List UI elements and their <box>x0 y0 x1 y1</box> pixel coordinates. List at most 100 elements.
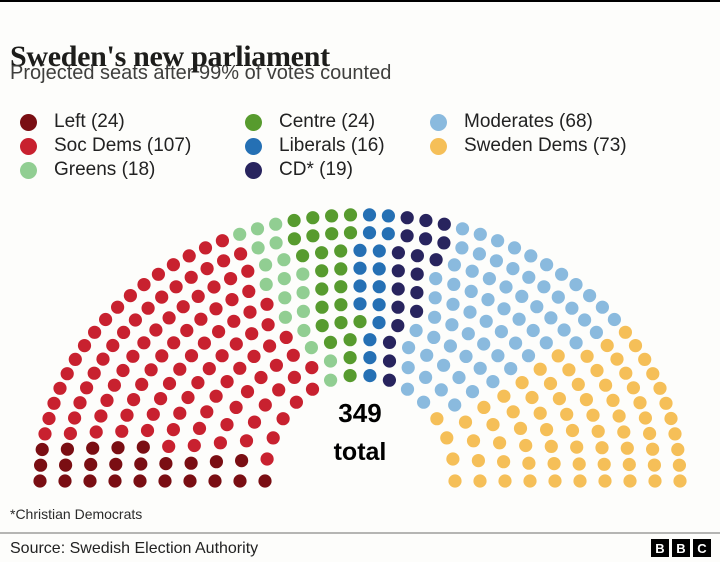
seat-dot <box>537 280 551 294</box>
seat-dot <box>522 456 536 470</box>
seat-dot <box>58 474 72 488</box>
seat-dot <box>111 300 125 314</box>
seat-dot <box>600 338 614 353</box>
seat-dot <box>34 458 48 472</box>
seat-dot <box>446 297 460 311</box>
seat-dot <box>315 300 329 314</box>
seat-dot <box>207 280 221 294</box>
seat-dot <box>89 425 103 439</box>
seat-dot <box>477 400 491 414</box>
seat-dot <box>166 258 180 272</box>
seat-dot <box>434 383 448 397</box>
seat-dot <box>155 290 169 304</box>
seat-dot <box>572 457 586 471</box>
seat-dot <box>173 406 187 420</box>
seat-dot <box>437 217 451 231</box>
seat-dot <box>247 415 262 429</box>
seat-dot <box>494 325 508 339</box>
seat-dot <box>491 234 505 248</box>
seat-dot <box>243 305 257 319</box>
seat-dot <box>137 278 151 292</box>
seat-dot <box>315 282 329 296</box>
seat-dot <box>410 304 424 318</box>
seat-dot <box>277 253 291 267</box>
seat-dot <box>648 474 662 488</box>
seat-dot <box>526 323 540 338</box>
seat-dot <box>622 457 636 472</box>
seat-dot <box>158 474 172 488</box>
seat-dot <box>618 325 633 339</box>
seat-dot <box>68 352 82 366</box>
seat-dot <box>481 293 495 307</box>
seat-dot <box>440 431 454 445</box>
seat-dot <box>565 423 580 438</box>
seat-dot <box>250 222 265 236</box>
seat-dot <box>504 362 518 376</box>
cd-swatch-icon <box>245 161 262 179</box>
seat-dot <box>94 409 108 423</box>
seat-dot <box>381 227 395 241</box>
seat-dot <box>465 264 479 278</box>
seat-dot <box>672 458 687 472</box>
seat-dot <box>417 395 431 409</box>
legend-item-liberals: Liberals (16) <box>245 134 385 158</box>
seat-dot <box>212 325 226 339</box>
seat-dot <box>146 407 160 421</box>
seat-dot <box>429 253 443 267</box>
seat-dot <box>646 442 660 456</box>
seat-dot <box>595 300 610 314</box>
seat-dot <box>155 349 169 363</box>
seat-dot <box>540 423 554 437</box>
seat-dot <box>269 236 283 250</box>
seat-dot <box>141 301 155 315</box>
seat-dot <box>334 262 348 276</box>
seat-dot <box>233 474 247 488</box>
seat-dot <box>465 385 480 399</box>
seat-dot <box>133 474 147 488</box>
seat-dot <box>486 418 500 432</box>
seat-dot <box>539 336 553 350</box>
seat-dot <box>525 390 539 405</box>
seat-dot <box>497 389 511 403</box>
greens-swatch-icon <box>20 161 37 179</box>
seat-dot <box>619 366 633 380</box>
seat-dot <box>372 298 386 312</box>
seat-dot <box>382 335 397 349</box>
seat-dot <box>533 362 547 376</box>
seat-dot <box>606 393 620 407</box>
seat-dot <box>269 217 283 231</box>
legend-label-cd: CD* (19) <box>279 159 353 180</box>
seat-dot <box>166 423 180 437</box>
seat-dot <box>200 262 214 276</box>
legend-label-centre: Centre (24) <box>279 111 376 132</box>
bbc-logo-block-1: B <box>672 539 690 557</box>
seat-dot <box>668 427 682 441</box>
seat-dot <box>234 247 248 261</box>
seat-dot <box>543 376 558 391</box>
seat-dot <box>573 474 587 488</box>
seat-dot <box>323 354 338 368</box>
seat-dot <box>323 335 338 349</box>
seat-dot <box>473 474 487 488</box>
seat-dot <box>617 425 631 439</box>
seat-dot <box>565 301 579 315</box>
seat-dot <box>278 310 292 324</box>
seat-dot <box>343 226 358 240</box>
seat-dot <box>372 262 386 276</box>
seat-dot <box>419 232 433 246</box>
seat-dot <box>202 362 216 376</box>
seat-dot <box>463 305 477 319</box>
seat-dot <box>363 351 377 365</box>
seat-dot <box>353 261 367 275</box>
seat-dot <box>343 351 357 365</box>
seat-dot <box>552 392 567 406</box>
seat-dot <box>583 289 597 303</box>
seat-dot <box>515 376 529 390</box>
seat-dot <box>445 318 459 332</box>
seat-dot <box>598 474 612 488</box>
seat-dot <box>277 272 291 286</box>
seat-dot <box>402 341 416 355</box>
seat-dot <box>239 434 254 448</box>
seat-dot <box>242 284 256 298</box>
